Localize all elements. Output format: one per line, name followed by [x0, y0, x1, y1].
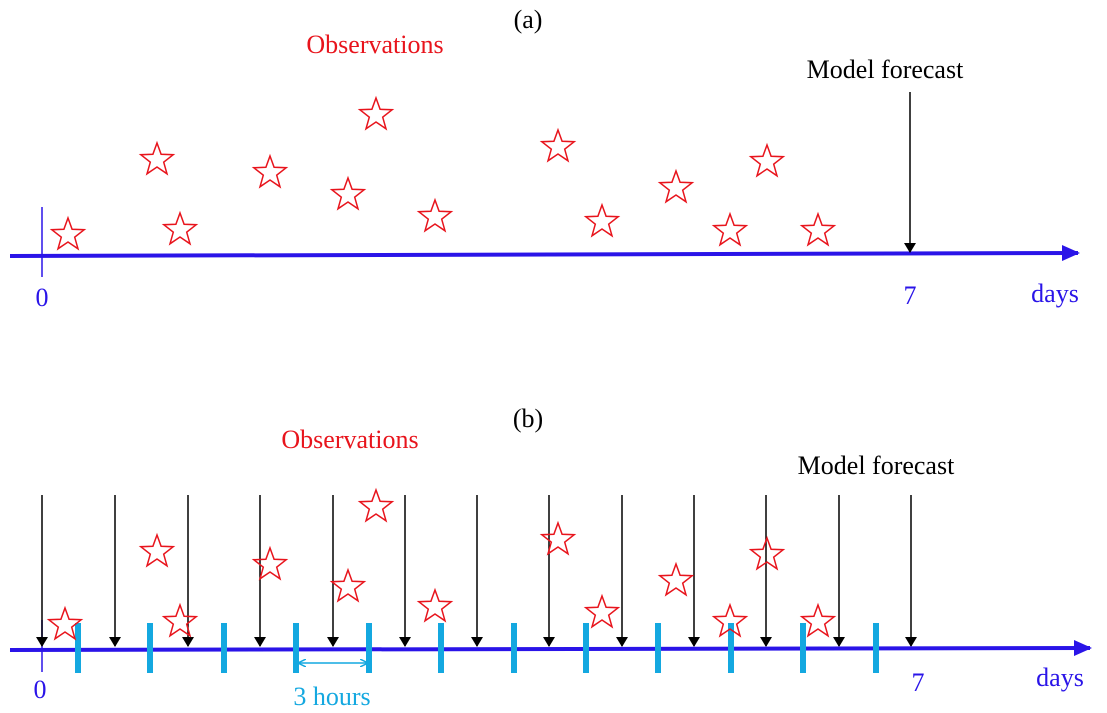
- window-marker: [800, 623, 806, 673]
- window-marker: [438, 623, 444, 673]
- window-marker: [75, 623, 81, 673]
- star: [711, 211, 749, 247]
- panel-label: (a): [514, 5, 543, 34]
- star: [583, 593, 621, 629]
- time-axis: [9, 245, 1080, 262]
- star: [657, 168, 695, 204]
- star: [251, 153, 289, 189]
- star: [416, 587, 454, 623]
- star: [539, 127, 577, 163]
- star: [799, 602, 837, 638]
- star: [748, 142, 786, 178]
- window-marker: [221, 623, 227, 673]
- star: [161, 210, 199, 246]
- star: [138, 532, 176, 568]
- model-forecast-label: Model forecast: [807, 55, 964, 84]
- panel-a: (a) Observations Model forecast 0 7 days: [9, 5, 1080, 312]
- axis-unit: days: [1031, 279, 1079, 308]
- star: [539, 520, 577, 556]
- star: [138, 140, 176, 176]
- panel-b: (b) Observations Model forecast 3 hours …: [9, 404, 1092, 711]
- star: [657, 561, 695, 597]
- window-marker: [583, 623, 589, 673]
- axis-end: 7: [912, 668, 925, 697]
- window-markers: [75, 623, 879, 673]
- star: [583, 202, 621, 238]
- observation-stars: [49, 95, 837, 251]
- star: [357, 95, 395, 131]
- star: [161, 602, 199, 638]
- star: [711, 602, 749, 638]
- axis-start: 0: [34, 675, 47, 704]
- panel-label: (b): [513, 404, 543, 433]
- interval-label: 3 hours: [293, 682, 370, 711]
- axis-start: 0: [36, 283, 49, 312]
- observations-label: Observations: [306, 30, 443, 59]
- axis-unit: days: [1036, 663, 1084, 692]
- observations-label: Observations: [281, 425, 418, 454]
- star: [251, 545, 289, 581]
- star: [748, 535, 786, 571]
- star: [49, 215, 87, 251]
- window-marker: [293, 623, 299, 673]
- window-marker: [873, 623, 879, 673]
- time-axis: [9, 640, 1092, 657]
- forecast-arrows: [36, 495, 917, 647]
- star: [329, 567, 367, 603]
- window-marker: [728, 623, 734, 673]
- star: [799, 211, 837, 247]
- star: [46, 605, 84, 641]
- star: [329, 175, 367, 211]
- observation-stars: [46, 487, 837, 641]
- window-marker: [366, 623, 372, 673]
- window-marker: [511, 623, 517, 673]
- star: [416, 197, 454, 233]
- model-forecast-label: Model forecast: [798, 451, 955, 480]
- axis-end: 7: [904, 281, 917, 310]
- star: [357, 487, 395, 523]
- window-marker: [655, 623, 661, 673]
- window-marker: [147, 623, 153, 673]
